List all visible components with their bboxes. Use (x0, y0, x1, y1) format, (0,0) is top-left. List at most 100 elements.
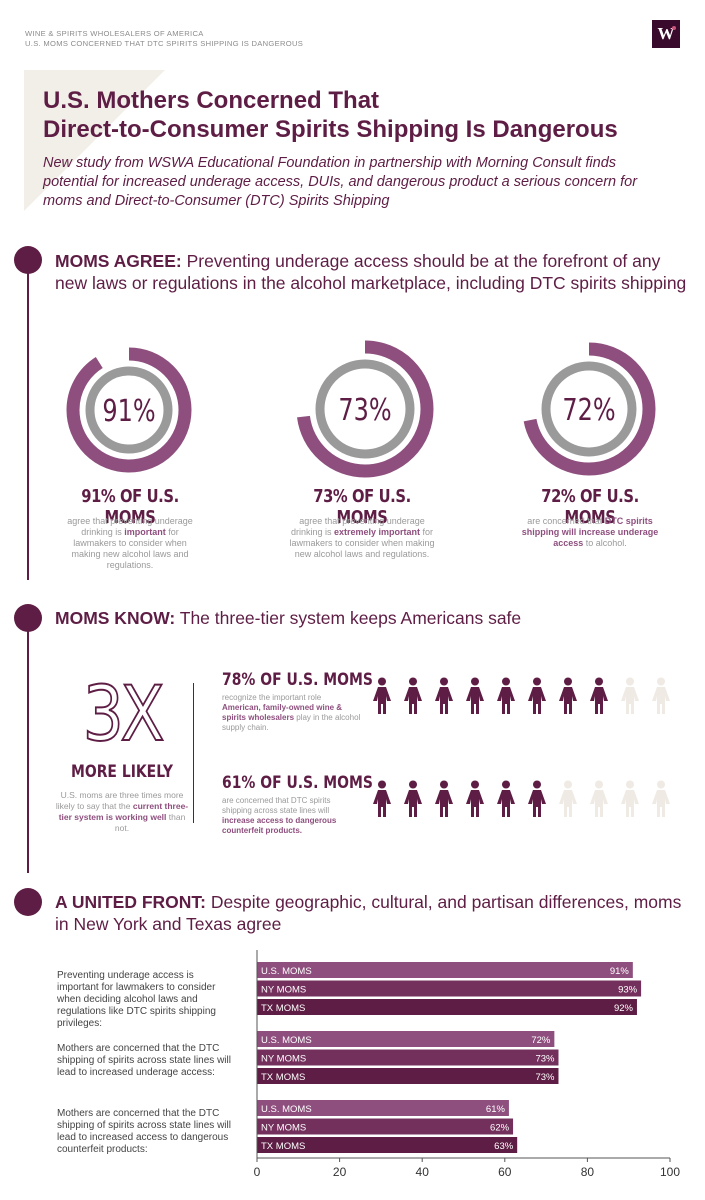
donut3-label: 72% OF U.S. MOMS (541, 486, 639, 528)
person-empty-icon (620, 780, 640, 823)
section2-rule (27, 628, 29, 873)
bar-name-label: NY MOMS (261, 1123, 306, 1134)
donut-inner-ring (85, 366, 173, 454)
stat1-desc: recognize the important role American, f… (222, 693, 361, 732)
bar-name-label: NY MOMS (261, 985, 306, 996)
bar-value-label: 63% (494, 1141, 514, 1152)
section1-marker-icon (14, 246, 42, 274)
section3-rest: Despite geographic, cultural, and partis… (55, 892, 682, 934)
donut-value-arc (522, 342, 656, 476)
person-filled-icon (527, 780, 547, 823)
more-likely-label: MORE LIKELY (70, 762, 174, 782)
bar-1-tx-moms (257, 999, 637, 1015)
x-tick-label: 0 (254, 1165, 261, 1179)
header-meta: WINE & SPIRITS WHOLESALERS OF AMERICA U.… (25, 29, 303, 49)
person-empty-icon (589, 780, 609, 823)
topic-line: U.S. MOMS CONCERNED THAT DTC SPIRITS SHI… (25, 39, 304, 48)
person-filled-icon (558, 677, 578, 720)
person-filled-icon (527, 677, 547, 720)
title-line-2: Direct-to-Consumer Spirits Shipping Is D… (43, 116, 618, 143)
bar-chart: U.S. MOMS 91% NY MOMS 93% TX MOMS 92% U.S. MOM… (254, 950, 680, 1179)
donut1-desc: agree that preventing underage drinking … (67, 516, 193, 570)
person-empty-icon (651, 780, 671, 823)
donut-inner-ring (541, 361, 637, 457)
bar-name-label: U.S. MOMS (261, 1104, 312, 1115)
x-tick-label: 40 (416, 1165, 430, 1179)
donut1-label: 91% OF U.S. MOMS (81, 486, 179, 528)
donut-chart-1: 91% (66, 347, 192, 473)
bar-3-tx-moms (257, 1137, 518, 1153)
bar-1-u-s-moms (257, 962, 633, 978)
bar-1-ny-moms (257, 980, 642, 997)
stat2-desc: are concerned that DTC spirits shipping … (222, 796, 337, 835)
question-1: Preventing underage access is important … (57, 970, 216, 1029)
x-tick-label: 80 (581, 1165, 595, 1179)
question-3: Mothers are concerned that the DTC shipp… (57, 1108, 231, 1155)
page-subtitle: New study from WSWA Educational Foundati… (43, 155, 638, 209)
logo-letter: W (657, 24, 675, 43)
section2-lead: MOMS KNOW: (55, 608, 176, 628)
donut3-desc: are concerned that DTC spirits shipping … (521, 516, 659, 548)
corner-decoration (24, 70, 165, 211)
person-filled-icon (403, 780, 423, 823)
section2-heading: MOMS KNOW: The three-tier system keeps A… (55, 607, 695, 629)
person-filled-icon (589, 677, 609, 720)
section2-divider (193, 683, 194, 823)
bar-name-label: TX MOMS (261, 1141, 305, 1152)
section3-heading: A UNITED FRONT: Despite geographic, cult… (55, 891, 695, 935)
bar-value-label: 62% (490, 1123, 510, 1134)
bar-2-ny-moms (257, 1049, 559, 1066)
section1-rest: Preventing underage access should be at … (55, 251, 687, 293)
person-empty-icon (558, 780, 578, 823)
donut-value-arc (66, 347, 192, 473)
bar-name-label: U.S. MOMS (261, 966, 312, 977)
stat2-label: 61% OF U.S. MOMS (222, 773, 373, 793)
donut-value-arc (296, 340, 434, 478)
donut-chart-3: 72% (522, 342, 656, 476)
title-line-1: U.S. Mothers Concerned That (43, 87, 380, 114)
person-filled-icon (465, 677, 485, 720)
donut2-label: 73% OF U.S. MOMS (313, 486, 411, 528)
person-filled-icon (496, 780, 516, 823)
person-filled-icon (434, 677, 454, 720)
person-filled-icon (465, 780, 485, 823)
logo-dot-icon (672, 26, 676, 30)
x-tick-label: 100 (660, 1165, 680, 1179)
donut-1-svg: 91% (66, 347, 192, 473)
donut-chart-2: 73% (296, 340, 434, 478)
person-filled-icon (403, 677, 423, 720)
bar-value-label: 91% (610, 966, 630, 977)
donut-3-svg: 72% (522, 342, 656, 476)
bar-3-ny-moms (257, 1118, 514, 1135)
section3-lead: A UNITED FRONT: (55, 892, 207, 912)
bar-value-label: 93% (618, 985, 638, 996)
question-2: Mothers are concerned that the DTC shipp… (57, 1043, 231, 1078)
bar-value-label: 92% (614, 1003, 634, 1014)
donut-center-label: 72% (562, 393, 615, 427)
bar-value-label: 73% (535, 1072, 555, 1083)
donut-inner-ring (315, 359, 415, 459)
x-tick-label: 20 (333, 1165, 347, 1179)
person-empty-icon (620, 677, 640, 720)
person-filled-icon (372, 780, 392, 823)
person-empty-icon (651, 677, 671, 720)
donut-center-label: 73% (338, 393, 391, 427)
section1-lead: MOMS AGREE: (55, 251, 182, 271)
section3-marker-icon (14, 888, 42, 916)
section1-heading: MOMS AGREE: Preventing underage access s… (55, 250, 695, 294)
section1-rule (27, 270, 29, 580)
three-x-figure: 3X (82, 669, 166, 758)
section2-rest: The three-tier system keeps Americans sa… (175, 608, 522, 628)
person-filled-icon (372, 677, 392, 720)
donut-2-svg: 73% (296, 340, 434, 478)
bar-value-label: 61% (486, 1104, 506, 1115)
org-line: WINE & SPIRITS WHOLESALERS OF AMERICA (25, 29, 204, 38)
bar-name-label: NY MOMS (261, 1054, 306, 1065)
bar-3-u-s-moms (257, 1100, 509, 1116)
stat1-label: 78% OF U.S. MOMS (222, 670, 373, 690)
bar-2-tx-moms (257, 1068, 559, 1084)
bar-value-label: 73% (535, 1054, 555, 1065)
donut2-desc: agree that preventing underage drinking … (289, 516, 435, 559)
page-title: U.S. Mothers Concerned That Direct-to-Co… (43, 86, 683, 144)
person-filled-icon (496, 677, 516, 720)
